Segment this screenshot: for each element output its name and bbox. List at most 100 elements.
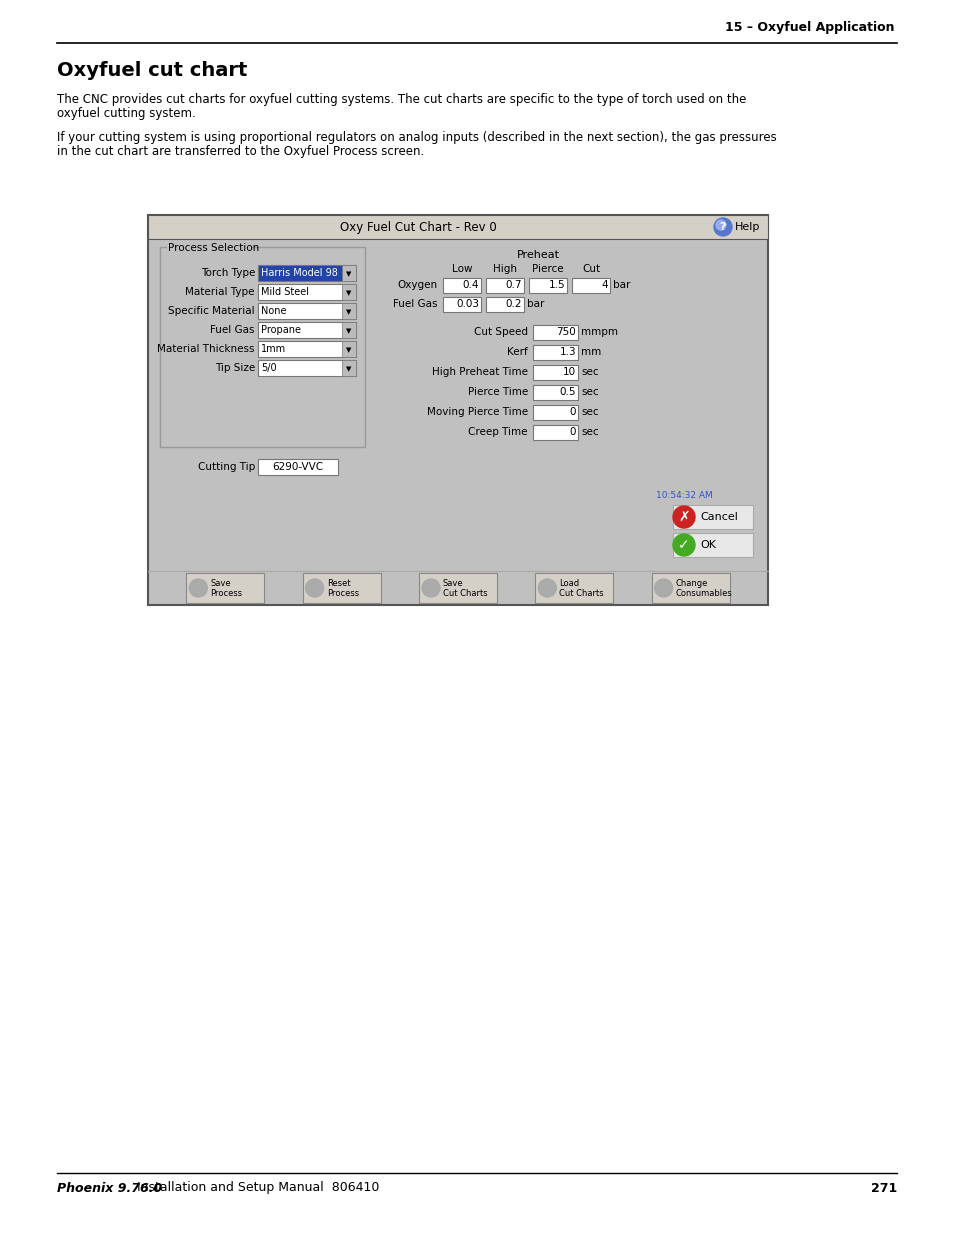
Bar [341,341,355,357]
Text: Moving Pierce Time: Moving Pierce Time [426,408,527,417]
Text: ▼: ▼ [346,329,352,333]
Text: Preheat: Preheat [516,249,558,261]
Text: ▼: ▼ [346,347,352,353]
Text: ✗: ✗ [678,510,689,524]
Bar [533,425,578,440]
Text: Reset: Reset [326,579,350,589]
Circle shape [713,219,731,236]
Circle shape [654,579,672,597]
Text: Save: Save [442,579,463,589]
Text: Tip Size: Tip Size [214,363,254,373]
Bar [535,573,613,603]
Text: Help: Help [734,222,760,232]
Text: High: High [493,264,517,274]
Text: Cutting Tip: Cutting Tip [197,462,254,472]
Bar [186,573,264,603]
Text: 10: 10 [562,367,576,377]
Text: mm: mm [580,347,600,357]
Circle shape [716,220,725,230]
Text: sec: sec [580,387,598,396]
Bar [533,384,578,399]
Text: Harris Model 98: Harris Model 98 [261,268,337,278]
Bar [672,505,752,529]
Text: ▼: ▼ [346,309,352,315]
Bar [418,573,497,603]
Bar [148,215,767,240]
Text: sec: sec [580,408,598,417]
Text: 6290-VVC: 6290-VVC [273,462,323,472]
Text: Cut Charts: Cut Charts [558,589,603,598]
Text: in the cut chart are transferred to the Oxyfuel Process screen.: in the cut chart are transferred to the … [57,146,424,158]
Text: 1mm: 1mm [261,345,286,354]
Text: 1.3: 1.3 [558,347,576,357]
Text: Process: Process [210,589,242,598]
Bar [442,278,480,293]
Text: Propane: Propane [261,325,301,335]
Text: 0.5: 0.5 [558,387,576,396]
Text: Oxy Fuel Cut Chart - Rev 0: Oxy Fuel Cut Chart - Rev 0 [339,221,496,233]
Text: The CNC provides cut charts for oxyfuel cutting systems. The cut charts are spec: The CNC provides cut charts for oxyfuel … [57,93,745,105]
Text: Fuel Gas: Fuel Gas [393,299,437,309]
Bar [167,242,252,252]
Bar [533,345,578,359]
Text: Save: Save [210,579,231,589]
Text: Low: Low [452,264,472,274]
Text: Pierce Time: Pierce Time [467,387,527,396]
Text: Material Thickness: Material Thickness [157,345,254,354]
Bar [257,266,355,282]
Text: Change: Change [675,579,707,589]
Text: ?: ? [719,222,725,232]
Text: OK: OK [700,540,716,550]
Bar [257,284,355,300]
Text: Cut: Cut [581,264,599,274]
Text: 15 – Oxyfuel Application: 15 – Oxyfuel Application [724,21,894,33]
Text: Specific Material: Specific Material [168,306,254,316]
Text: Consumables: Consumables [675,589,732,598]
Text: Process Selection: Process Selection [168,243,259,253]
Text: 0: 0 [569,427,576,437]
Text: Fuel Gas: Fuel Gas [211,325,254,335]
Text: Mild Steel: Mild Steel [261,287,309,296]
Circle shape [421,579,439,597]
Text: 750: 750 [556,327,576,337]
Text: Load: Load [558,579,578,589]
Text: Torch Type: Torch Type [200,268,254,278]
Circle shape [672,534,695,556]
Bar [257,459,337,475]
Bar [672,534,752,557]
Text: 4: 4 [600,280,607,290]
Bar [341,266,355,282]
Text: 0.4: 0.4 [462,280,478,290]
Text: Phoenix 9.76.0: Phoenix 9.76.0 [57,1182,162,1194]
Text: sec: sec [580,367,598,377]
Text: High Preheat Time: High Preheat Time [432,367,527,377]
Text: Oxygen: Oxygen [397,280,437,290]
Text: 10:54:32 AM: 10:54:32 AM [655,490,712,499]
Circle shape [672,506,695,529]
Bar [442,296,480,311]
Text: Kerf: Kerf [507,347,527,357]
Bar [651,573,729,603]
Bar [533,405,578,420]
Bar [257,303,355,319]
Bar [572,278,609,293]
Bar [148,215,767,605]
Text: mmpm: mmpm [580,327,618,337]
Bar [257,322,355,338]
Text: Installation and Setup Manual  806410: Installation and Setup Manual 806410 [132,1182,379,1194]
Text: 0.7: 0.7 [505,280,521,290]
Text: If your cutting system is using proportional regulators on analog inputs (descri: If your cutting system is using proporti… [57,131,776,143]
Bar [341,359,355,375]
Circle shape [189,579,207,597]
Text: bar: bar [613,280,630,290]
Bar [485,278,523,293]
Text: ▼: ▼ [346,270,352,277]
Text: None: None [261,306,286,316]
Text: 271: 271 [870,1182,896,1194]
Bar [302,573,380,603]
Text: Cut Speed: Cut Speed [474,327,527,337]
Text: sec: sec [580,427,598,437]
Text: oxyfuel cutting system.: oxyfuel cutting system. [57,107,195,121]
Text: ✓: ✓ [678,538,689,552]
Bar [533,325,578,340]
